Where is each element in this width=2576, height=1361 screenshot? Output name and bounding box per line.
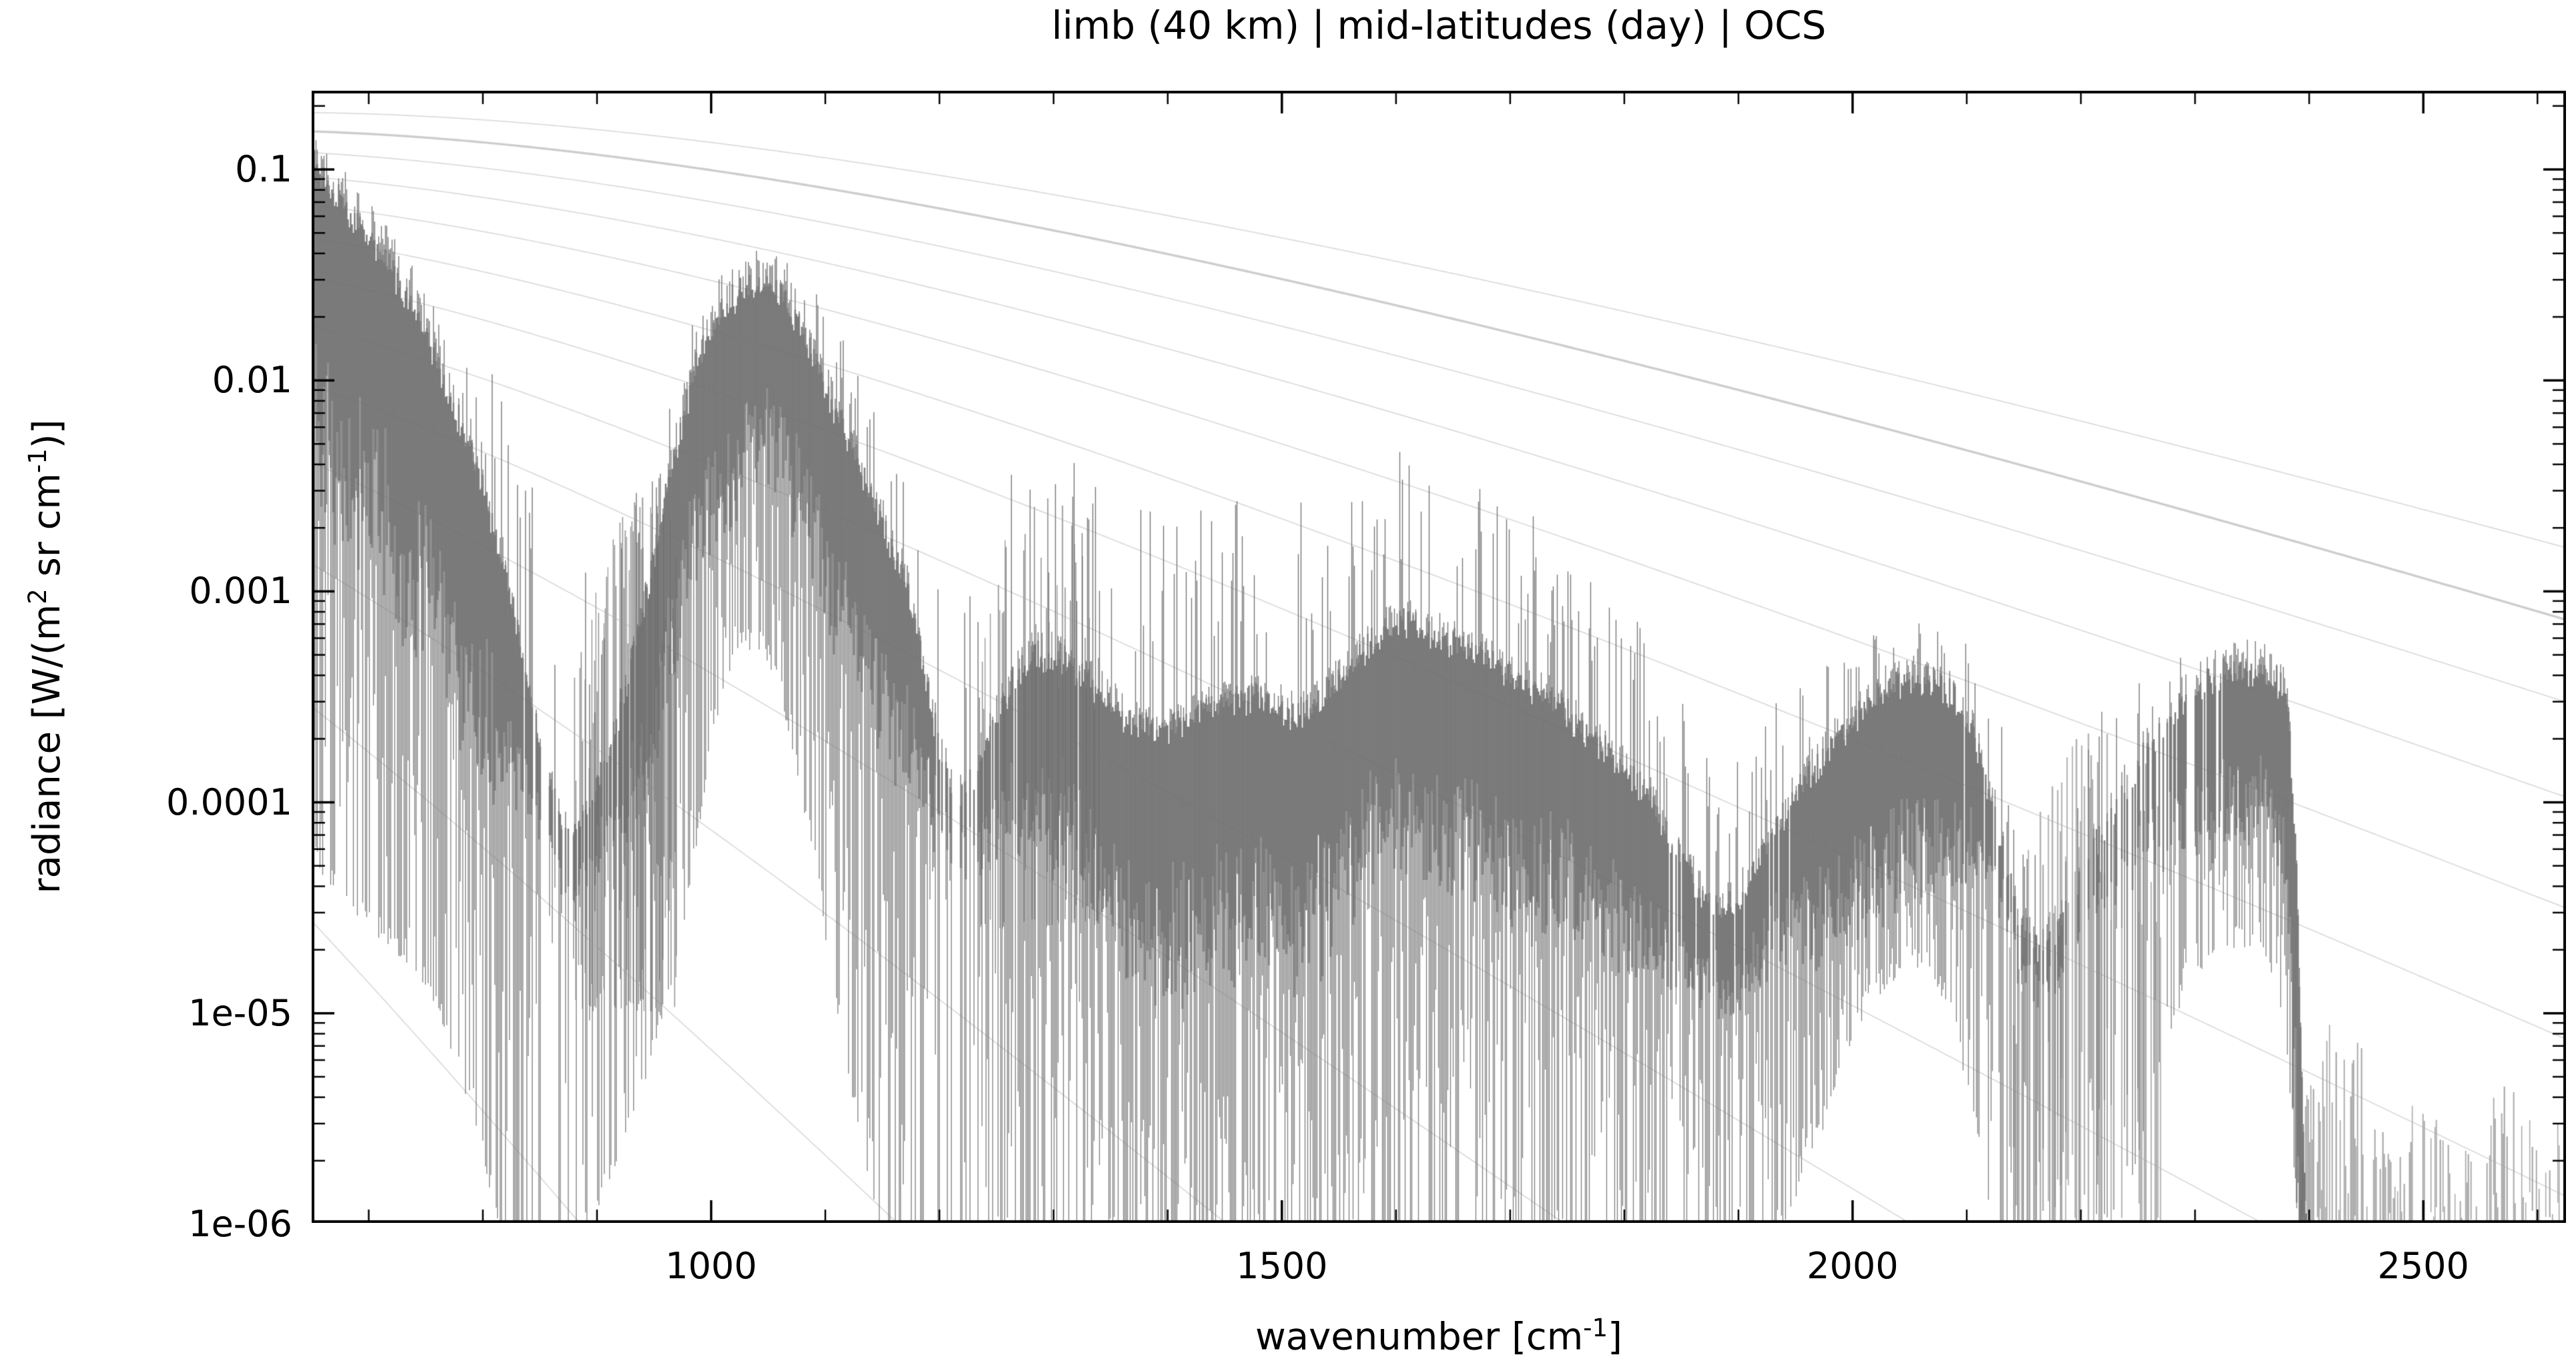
x-tick-label-2000: 2000 [1807, 1245, 1899, 1287]
y-tick-label-0.1: 0.1 [235, 148, 292, 190]
y-tick-label-0.0001: 0.0001 [166, 781, 292, 823]
plot-title: limb (40 km) | mid-latitudes (day) | OCS [1051, 3, 1827, 48]
y-tick-label-0.01: 0.01 [212, 359, 292, 402]
x-tick-label-2500: 2500 [2377, 1245, 2469, 1287]
y-tick-label-0.001: 0.001 [189, 570, 292, 612]
x-tick-label-1500: 1500 [1236, 1245, 1328, 1287]
spectrum-plot-canvas [312, 91, 2566, 1223]
x-axis-label: wavenumber [cm-1] [1255, 1314, 1622, 1359]
y-tick-label-1e-06: 1e-06 [188, 1203, 292, 1245]
x-tick-label-1000: 1000 [665, 1245, 757, 1287]
y-tick-label-1e-05: 1e-05 [188, 991, 292, 1034]
y-axis-label: radiance [W/(m2 sr cm-1)] [23, 419, 69, 894]
